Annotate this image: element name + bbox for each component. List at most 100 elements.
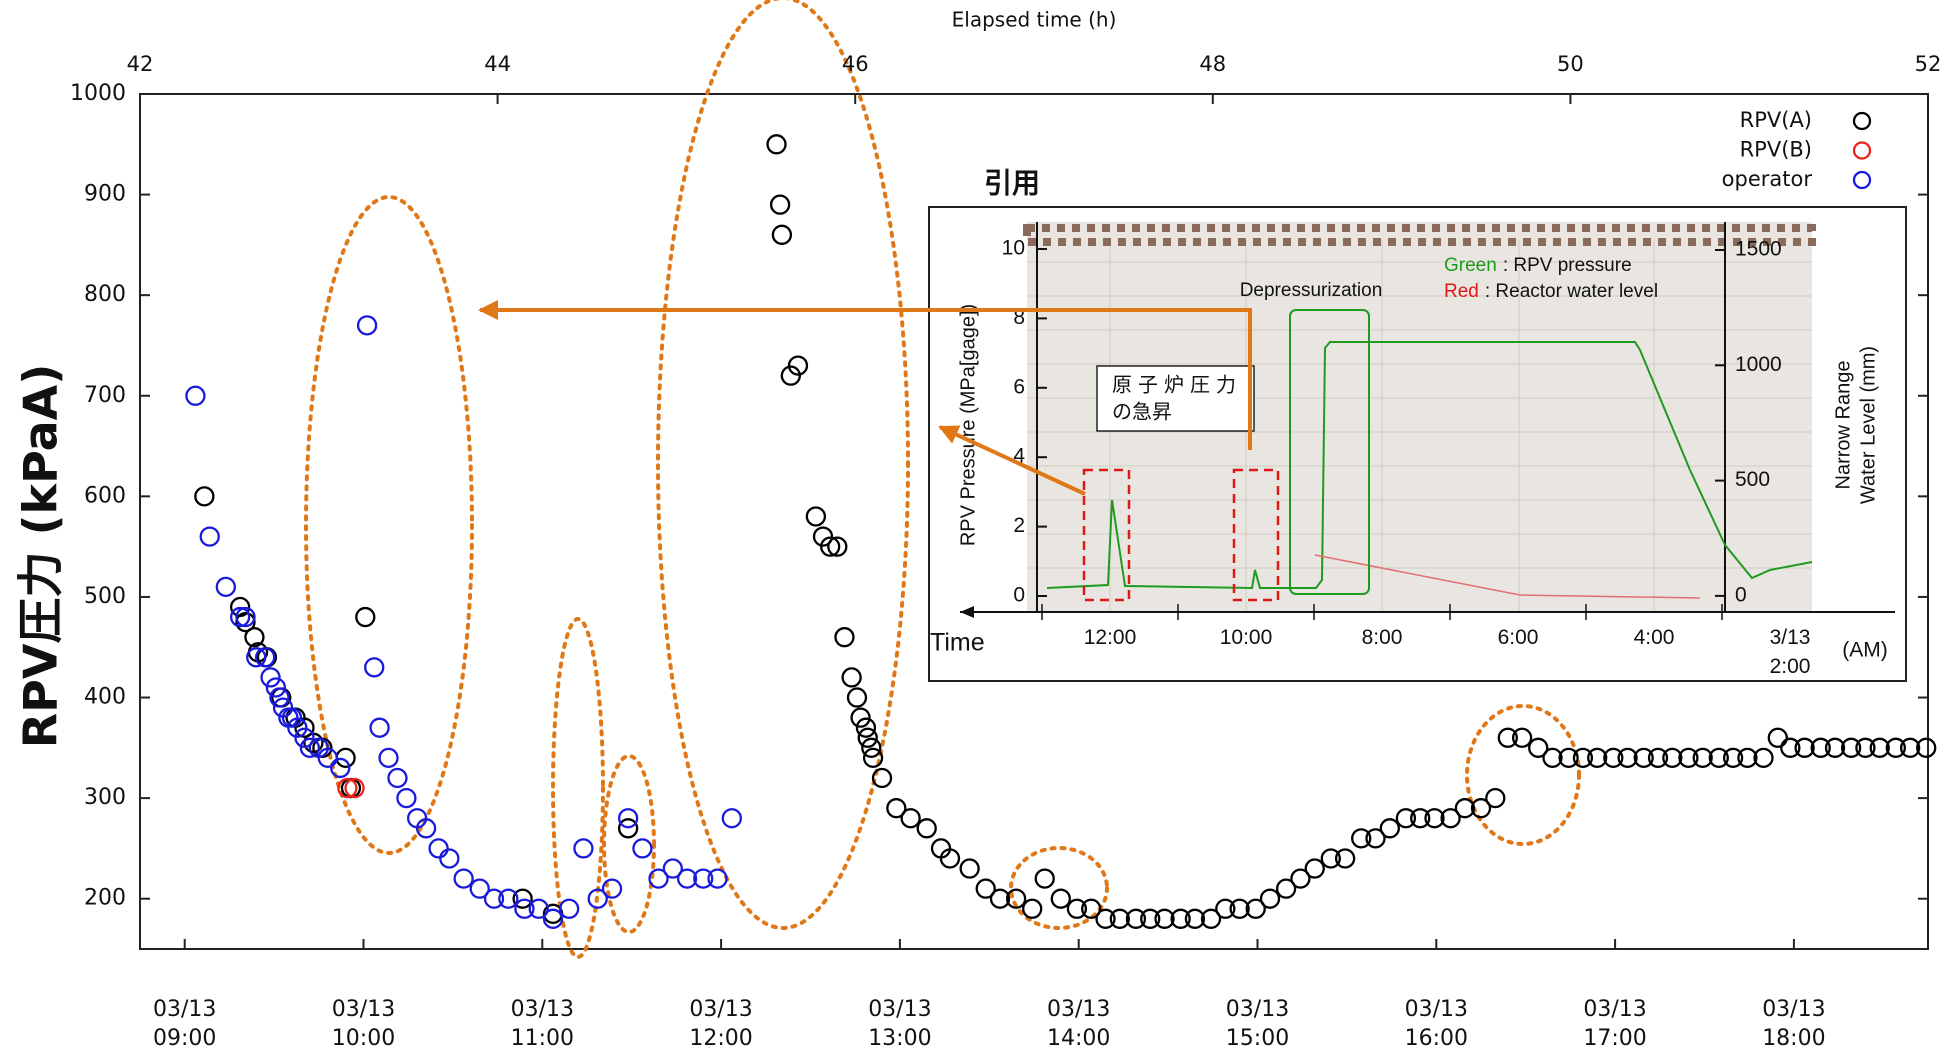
- x2-tick-label: 03/13 18:00: [1754, 995, 1834, 1053]
- data-point: [380, 749, 398, 767]
- inset-x-tick-label: 12:00: [1075, 623, 1145, 652]
- data-point: [723, 809, 741, 827]
- inset-y2-tick-label: 500: [1735, 468, 1770, 491]
- inset-key-color: Red: [1444, 281, 1479, 302]
- data-point: [1306, 860, 1324, 878]
- data-point: [397, 789, 415, 807]
- data-point: [440, 849, 458, 867]
- inset-caption: 引用: [984, 167, 1040, 198]
- data-point: [195, 487, 213, 505]
- y-tick-label: 200: [84, 886, 126, 911]
- inset-y-tick-label: 10: [1002, 237, 1025, 260]
- x2-tick-label: 03/13 16:00: [1396, 995, 1476, 1053]
- inset-x-tick-label: 6:00: [1483, 623, 1553, 652]
- inset-y-tick-label: 2: [1013, 514, 1025, 537]
- y-axis-title: RPV圧力 (kPaA): [14, 364, 68, 749]
- inset-x-title: Time: [930, 629, 985, 657]
- data-point: [356, 608, 374, 626]
- data-point: [358, 316, 376, 334]
- legend-marker: [1854, 172, 1870, 188]
- y-tick-label: 600: [84, 483, 126, 508]
- callout-text: 原子炉圧力: [1112, 373, 1242, 396]
- data-point: [633, 839, 651, 857]
- legend-label: RPV(A): [1740, 108, 1812, 132]
- legend-marker: [1854, 113, 1870, 129]
- inset-x-unit: (AM): [1842, 639, 1888, 662]
- inset-key-text: : Reactor water level: [1485, 281, 1658, 302]
- highlight-ellipse: [306, 197, 472, 853]
- callout-text: の急昇: [1112, 400, 1172, 423]
- data-point: [217, 578, 235, 596]
- data-point: [773, 226, 791, 244]
- data-point: [918, 819, 936, 837]
- highlight-ellipse: [604, 756, 654, 932]
- legend-marker: [1854, 143, 1870, 159]
- inset-x-tick-label: 3/13 2:00: [1755, 623, 1825, 681]
- y-tick-label: 1000: [70, 81, 126, 106]
- data-point: [864, 749, 882, 767]
- data-point: [848, 689, 866, 707]
- data-point: [388, 769, 406, 787]
- y-tick-label: 500: [84, 584, 126, 609]
- data-point: [771, 196, 789, 214]
- x-tick-label: 50: [1557, 52, 1584, 76]
- y-tick-label: 300: [84, 785, 126, 810]
- y-tick-label: 800: [84, 282, 126, 307]
- data-point: [1381, 819, 1399, 837]
- inset-x-tick-label: 8:00: [1347, 623, 1417, 652]
- data-point: [843, 668, 861, 686]
- x-tick-label: 44: [484, 52, 511, 76]
- legend-label: operator: [1722, 167, 1813, 191]
- x-axis-title: Elapsed time (h): [952, 8, 1117, 32]
- x2-tick-label: 03/13 13:00: [860, 995, 940, 1053]
- data-point: [768, 135, 786, 153]
- data-point: [835, 628, 853, 646]
- inset-annotation: Depressurization: [1240, 280, 1383, 301]
- inset-y2-tick-label: 1000: [1735, 353, 1782, 376]
- data-point: [807, 507, 825, 525]
- chart: Elapsed time (h) RPV圧力 (kPaA) 引用 Depress…: [0, 0, 1950, 1047]
- data-point: [902, 809, 920, 827]
- data-point: [1036, 870, 1054, 888]
- inset-y2-title: Narrow Range: [1832, 361, 1854, 490]
- data-point: [603, 880, 621, 898]
- x2-tick-label: 03/13 10:00: [324, 995, 404, 1053]
- data-point: [961, 860, 979, 878]
- data-point: [430, 839, 448, 857]
- data-point: [1261, 890, 1279, 908]
- x2-tick-label: 03/13 12:00: [681, 995, 761, 1053]
- inset-y-title: RPV Pressure (MPa[gage]): [957, 304, 979, 546]
- inset-x-tick-label: 4:00: [1619, 623, 1689, 652]
- x-tick-label: 52: [1915, 52, 1942, 76]
- inset-x-tick-label: 10:00: [1211, 623, 1281, 652]
- y-tick-label: 900: [84, 182, 126, 207]
- page: Elapsed time (h) RPV圧力 (kPaA) 引用 Depress…: [0, 0, 1950, 1047]
- y-tick-label: 400: [84, 685, 126, 710]
- inset-y-tick-label: 0: [1013, 584, 1025, 607]
- data-point: [574, 839, 592, 857]
- inset: 引用 Depressurization 原子炉圧力 の急昇 RPV Pressu…: [929, 167, 1906, 681]
- inset-y-tick-label: 6: [1013, 375, 1025, 398]
- inset-key: Red : Reactor water level: [1444, 281, 1658, 302]
- x2-tick-label: 03/13 11:00: [502, 995, 582, 1053]
- x2-tick-label: 03/13 15:00: [1218, 995, 1298, 1053]
- x2-tick-label: 03/13 09:00: [145, 995, 225, 1053]
- data-point: [365, 658, 383, 676]
- data-point: [859, 729, 877, 747]
- data-point: [873, 769, 891, 787]
- data-point: [186, 387, 204, 405]
- data-point: [560, 900, 578, 918]
- inset-y2-tick-label: 1500: [1735, 238, 1782, 261]
- data-point: [1052, 890, 1070, 908]
- data-point: [455, 870, 473, 888]
- y-tick-label: 700: [84, 383, 126, 408]
- x-tick-label: 46: [842, 52, 869, 76]
- highlight-ellipse: [1467, 706, 1579, 844]
- inset-key-color: Green: [1444, 255, 1497, 276]
- x-tick-label: 48: [1199, 52, 1226, 76]
- data-point: [1769, 729, 1787, 747]
- x-tick-label: 42: [127, 52, 154, 76]
- data-point: [1486, 789, 1504, 807]
- x2-tick-label: 03/13 17:00: [1575, 995, 1655, 1053]
- x2-tick-label: 03/13 14:00: [1039, 995, 1119, 1053]
